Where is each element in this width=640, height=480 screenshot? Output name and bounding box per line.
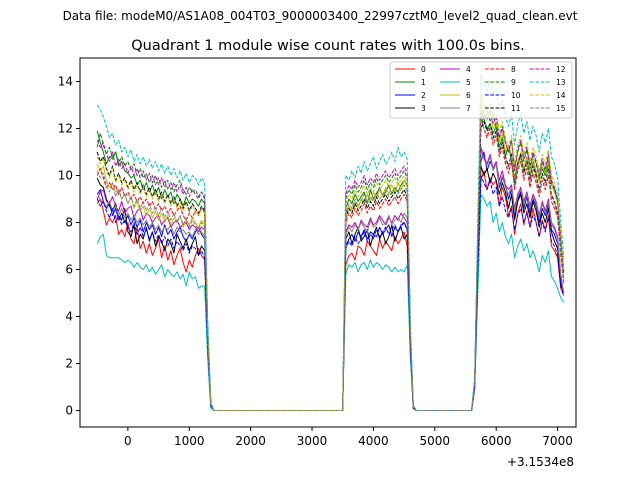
chart-suptitle: Data file: modeM0/AS1A08_004T03_90000034… [63,9,578,23]
legend-label-12: 12 [556,65,566,74]
series-line-7 [96,151,565,411]
legend-label-11: 11 [511,104,521,113]
legend-label-8: 8 [511,65,516,74]
y-tick-label: 12 [58,122,73,136]
y-tick-label: 10 [58,169,73,183]
x-offset-label: +3.1534e8 [507,455,574,469]
legend-box [389,61,573,119]
y-tick-label: 6 [65,263,73,277]
series-line-15 [96,118,565,411]
plot-area: 0 1000 2000 3000 4000 5000 6000 700002468101214… [58,57,577,448]
series-line-8 [96,113,565,411]
legend-label-4: 4 [466,65,471,74]
legend-label-7: 7 [466,104,471,113]
legend-label-0: 0 [421,65,426,74]
y-tick-label: 2 [65,357,73,371]
x-tick-label: 2000 [235,434,266,448]
chart-title: Quadrant 1 module wise count rates with … [131,38,525,54]
series-line-3 [96,165,565,411]
y-tick-label: 0 [65,404,73,418]
x-tick-label: 6000 [481,434,512,448]
legend-label-9: 9 [511,78,516,87]
series-line-11 [96,121,565,411]
series-line-14 [96,92,565,411]
series-line-5 [96,193,565,411]
legend-label-3: 3 [421,104,426,113]
legend-label-10: 10 [511,91,521,100]
plot-frame [79,57,577,428]
series-line-0 [96,170,565,411]
x-tick-label: 1000 [174,434,205,448]
legend-label-15: 15 [556,104,566,113]
series-line-2 [96,151,565,411]
series-line-12 [96,104,565,411]
series-line-10 [96,175,565,411]
y-tick-label: 14 [58,75,73,89]
legend-label-14: 14 [556,91,566,100]
x-tick-label: 0 [124,434,132,448]
legend-label-13: 13 [556,78,566,87]
x-tick-label: 3000 [297,434,328,448]
y-tick-label: 8 [65,216,73,230]
y-tick-label: 4 [65,310,73,324]
x-tick-label: 5000 [420,434,451,448]
legend-label-5: 5 [466,78,471,87]
legend-label-6: 6 [466,91,471,100]
series-line-4 [96,146,565,411]
x-tick-label: 7000 [542,434,573,448]
legend-label-1: 1 [421,78,426,87]
legend-label-2: 2 [421,91,426,100]
x-tick-label: 4000 [358,434,389,448]
